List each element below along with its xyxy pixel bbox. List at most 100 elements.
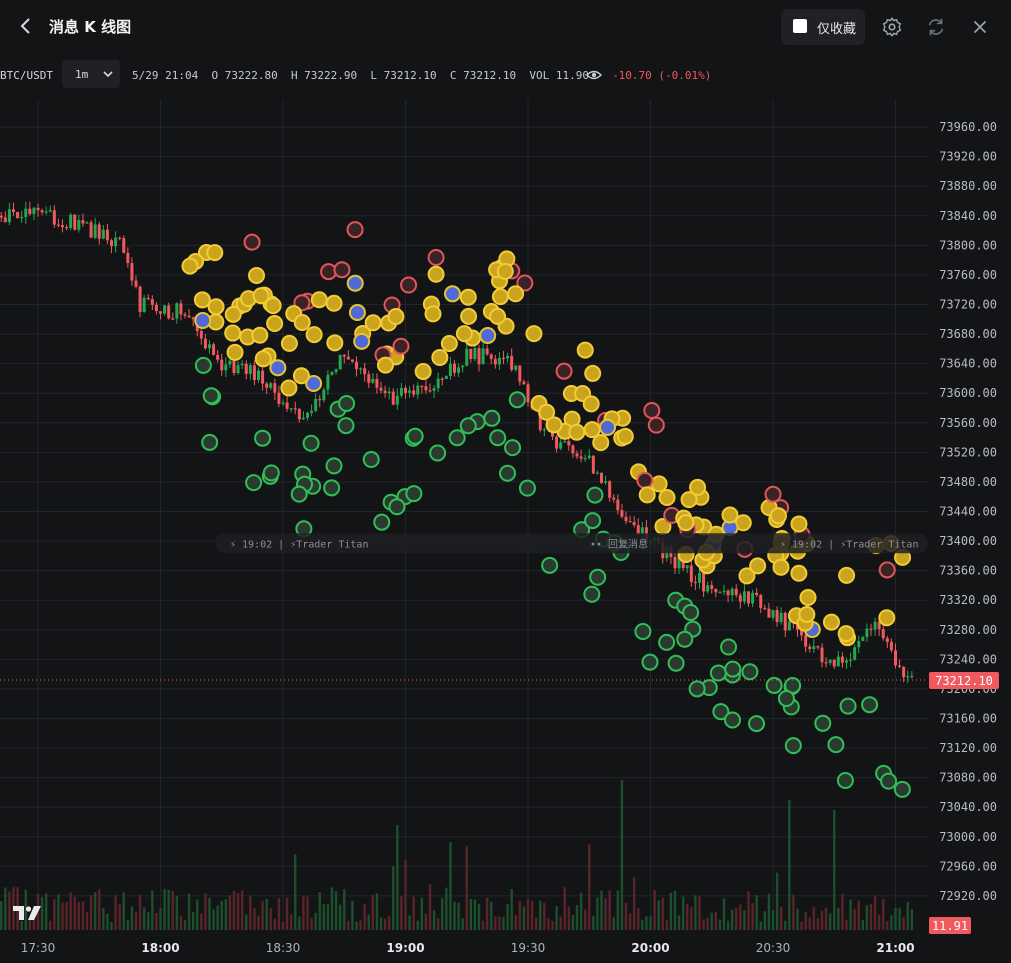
green-ring-marker[interactable] [589, 568, 607, 586]
gold-avatar-marker[interactable] [680, 491, 698, 509]
red-ring-marker[interactable] [516, 274, 534, 292]
green-ring-marker[interactable] [724, 660, 742, 678]
green-ring-marker[interactable] [362, 451, 380, 469]
gold-avatar-marker[interactable] [592, 434, 610, 452]
gold-avatar-marker[interactable] [193, 291, 211, 309]
w-coin-marker[interactable] [346, 274, 364, 292]
gold-avatar-marker[interactable] [616, 427, 634, 445]
green-ring-marker[interactable] [290, 485, 308, 503]
green-ring-marker[interactable] [245, 474, 263, 492]
gold-avatar-marker[interactable] [769, 507, 787, 525]
w-coin-marker[interactable] [194, 311, 212, 329]
gold-avatar-marker[interactable] [584, 364, 602, 382]
green-ring-marker[interactable] [741, 663, 759, 681]
green-ring-marker[interactable] [682, 603, 700, 621]
green-ring-marker[interactable] [325, 457, 343, 475]
green-ring-marker[interactable] [827, 736, 845, 754]
green-ring-marker[interactable] [459, 417, 477, 435]
gold-avatar-marker[interactable] [790, 564, 808, 582]
strip-message[interactable]: •• 回复消息 [590, 537, 648, 550]
green-ring-marker[interactable] [784, 737, 802, 755]
green-ring-marker[interactable] [893, 780, 911, 798]
gold-avatar-marker[interactable] [576, 341, 594, 359]
checkbox-icon[interactable] [793, 19, 807, 33]
gold-avatar-marker[interactable] [264, 297, 282, 315]
red-ring-marker[interactable] [647, 416, 665, 434]
w-coin-marker[interactable] [269, 359, 287, 377]
red-ring-marker[interactable] [346, 221, 364, 239]
gold-avatar-marker[interactable] [460, 307, 478, 325]
w-coin-marker[interactable] [443, 285, 461, 303]
gold-avatar-marker[interactable] [248, 267, 266, 285]
green-ring-marker[interactable] [337, 417, 355, 435]
gold-avatar-marker[interactable] [224, 305, 242, 323]
gold-avatar-marker[interactable] [658, 489, 676, 507]
green-ring-marker[interactable] [724, 711, 742, 729]
green-ring-marker[interactable] [504, 439, 522, 457]
gold-avatar-marker[interactable] [252, 287, 270, 305]
gold-avatar-marker[interactable] [721, 506, 739, 524]
gold-avatar-marker[interactable] [181, 257, 199, 275]
gold-avatar-marker[interactable] [496, 262, 514, 280]
gold-avatar-marker[interactable] [689, 478, 707, 496]
green-ring-marker[interactable] [765, 676, 783, 694]
green-ring-marker[interactable] [676, 630, 694, 648]
gold-avatar-marker[interactable] [459, 288, 477, 306]
green-ring-marker[interactable] [712, 703, 730, 721]
green-ring-marker[interactable] [323, 479, 341, 497]
gold-avatar-marker[interactable] [431, 348, 449, 366]
gold-avatar-marker[interactable] [376, 356, 394, 374]
strip-message[interactable]: ⚡ 19:02 | ⚡Trader Titan [780, 539, 918, 550]
gold-avatar-marker[interactable] [638, 486, 656, 504]
close-icon[interactable] [969, 16, 991, 38]
refresh-icon[interactable] [925, 16, 947, 38]
gold-avatar-marker[interactable] [326, 334, 344, 352]
red-ring-marker[interactable] [333, 261, 351, 279]
gold-avatar-marker[interactable] [837, 625, 855, 643]
gold-avatar-marker[interactable] [440, 334, 458, 352]
gold-avatar-marker[interactable] [677, 514, 695, 532]
red-ring-marker[interactable] [427, 248, 445, 266]
green-ring-marker[interactable] [483, 409, 501, 427]
green-ring-marker[interactable] [388, 498, 406, 516]
green-ring-marker[interactable] [489, 429, 507, 447]
gold-avatar-marker[interactable] [822, 613, 840, 631]
green-ring-marker[interactable] [709, 664, 727, 682]
gold-avatar-marker[interactable] [568, 423, 586, 441]
gold-avatar-marker[interactable] [583, 421, 601, 439]
green-ring-marker[interactable] [584, 512, 602, 530]
gold-avatar-marker[interactable] [507, 285, 525, 303]
w-coin-marker[interactable] [599, 418, 617, 436]
green-ring-marker[interactable] [302, 434, 320, 452]
green-ring-marker[interactable] [405, 485, 423, 503]
green-ring-marker[interactable] [429, 444, 447, 462]
gold-avatar-marker[interactable] [364, 314, 382, 332]
green-ring-marker[interactable] [688, 680, 706, 698]
gold-avatar-marker[interactable] [491, 288, 509, 306]
gold-avatar-marker[interactable] [325, 294, 343, 312]
red-ring-marker[interactable] [243, 233, 261, 251]
red-ring-marker[interactable] [878, 561, 896, 579]
gold-avatar-marker[interactable] [266, 315, 284, 333]
gold-avatar-marker[interactable] [310, 291, 328, 309]
gold-avatar-marker[interactable] [414, 362, 432, 380]
back-arrow-icon[interactable] [14, 14, 38, 38]
green-ring-marker[interactable] [658, 633, 676, 651]
gear-icon[interactable] [881, 16, 903, 38]
green-ring-marker[interactable] [448, 429, 466, 447]
red-ring-marker[interactable] [392, 337, 410, 355]
green-ring-marker[interactable] [262, 464, 280, 482]
gold-avatar-marker[interactable] [293, 313, 311, 331]
green-ring-marker[interactable] [254, 429, 272, 447]
green-ring-marker[interactable] [373, 513, 391, 531]
gold-avatar-marker[interactable] [254, 350, 272, 368]
timeframe-select[interactable]: 1m [62, 60, 120, 88]
green-ring-marker[interactable] [634, 623, 652, 641]
gold-avatar-marker[interactable] [489, 307, 507, 325]
w-coin-marker[interactable] [305, 374, 323, 392]
gold-avatar-marker[interactable] [799, 589, 817, 607]
gold-avatar-marker[interactable] [251, 326, 269, 344]
red-ring-marker[interactable] [636, 471, 654, 489]
eye-icon[interactable] [586, 69, 602, 81]
gold-avatar-marker[interactable] [280, 379, 298, 397]
